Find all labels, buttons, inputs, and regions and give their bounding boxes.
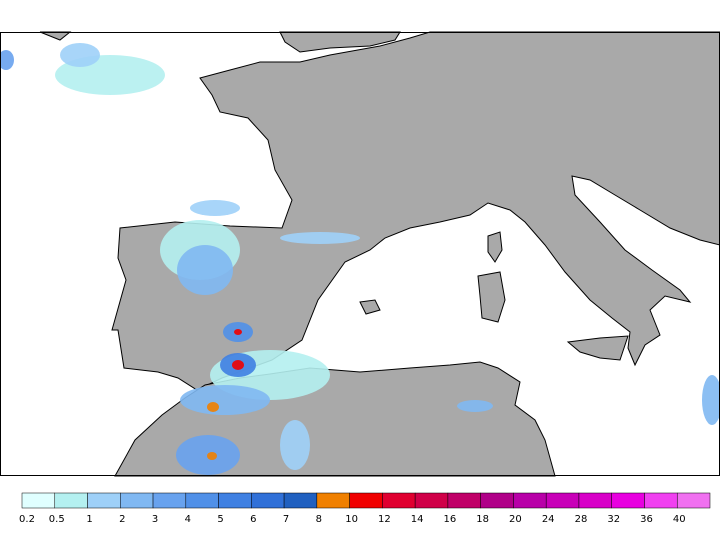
legend-label: 6 bbox=[250, 514, 256, 525]
legend-label: 32 bbox=[607, 514, 620, 525]
rain-area bbox=[234, 329, 242, 335]
legend-label: 7 bbox=[283, 514, 289, 525]
mallorca bbox=[359, 299, 381, 315]
legend-label: 40 bbox=[673, 514, 686, 525]
britain bbox=[279, 31, 401, 53]
legend-swatch bbox=[87, 492, 121, 509]
legend-swatch bbox=[21, 492, 56, 509]
legend-swatch bbox=[283, 492, 318, 509]
europe-mainland bbox=[111, 31, 720, 391]
corsica bbox=[487, 231, 503, 263]
legend-label: 10 bbox=[345, 514, 358, 525]
rain-area bbox=[180, 385, 270, 415]
legend-label: 24 bbox=[542, 514, 555, 525]
precipitation bbox=[0, 43, 720, 475]
legend-label: 18 bbox=[476, 514, 489, 525]
rain-area bbox=[280, 420, 310, 470]
legend-swatch bbox=[447, 492, 481, 509]
sicily bbox=[566, 335, 629, 361]
legend-label: 4 bbox=[185, 514, 191, 525]
rain-area bbox=[207, 402, 219, 412]
legend: 0.2 0.5 1 2 3 4 5 6 7 8 10 12 14 16 18 20 24 28 32 36 40 bbox=[19, 492, 711, 525]
legend-label: 16 bbox=[444, 514, 457, 525]
legend-label: 5 bbox=[217, 514, 223, 525]
rain-area bbox=[280, 232, 360, 244]
legend-swatch bbox=[513, 492, 547, 509]
legend-label: 36 bbox=[640, 514, 653, 525]
legend-swatch bbox=[185, 492, 219, 509]
legend-label: 0.5 bbox=[49, 514, 65, 525]
legend-swatch bbox=[611, 492, 645, 509]
rain-area bbox=[457, 400, 493, 412]
legend-swatch bbox=[676, 492, 711, 509]
legend-swatch bbox=[578, 492, 612, 509]
rain-area bbox=[207, 452, 217, 460]
rain-area bbox=[60, 43, 100, 67]
rain-area bbox=[177, 245, 233, 295]
legend-label: 28 bbox=[575, 514, 588, 525]
legend-swatch bbox=[152, 492, 187, 509]
legend-swatch bbox=[54, 492, 88, 509]
rain-area bbox=[190, 200, 240, 216]
legend-label: 0.2 bbox=[19, 514, 35, 525]
legend-swatch bbox=[120, 492, 154, 509]
legend-swatch bbox=[349, 492, 383, 509]
rain-area bbox=[232, 360, 244, 370]
legend-label: 12 bbox=[378, 514, 391, 525]
legend-label: 20 bbox=[509, 514, 522, 525]
legend-swatch bbox=[480, 492, 514, 509]
legend-swatch bbox=[316, 492, 350, 509]
rain-area bbox=[702, 375, 720, 425]
legend-swatch bbox=[218, 492, 252, 509]
legend-label: 3 bbox=[152, 514, 158, 525]
legend-label: 8 bbox=[316, 514, 322, 525]
map bbox=[0, 31, 720, 477]
sardinia bbox=[477, 271, 506, 323]
legend-label: 2 bbox=[119, 514, 125, 525]
legend-swatch bbox=[382, 492, 416, 509]
legend-swatch bbox=[414, 492, 449, 509]
rain-area bbox=[0, 50, 14, 70]
legend-label: 1 bbox=[86, 514, 92, 525]
legend-label: 14 bbox=[411, 514, 424, 525]
legend-swatch bbox=[644, 492, 678, 509]
legend-swatch bbox=[251, 492, 285, 509]
legend-swatch bbox=[545, 492, 580, 509]
